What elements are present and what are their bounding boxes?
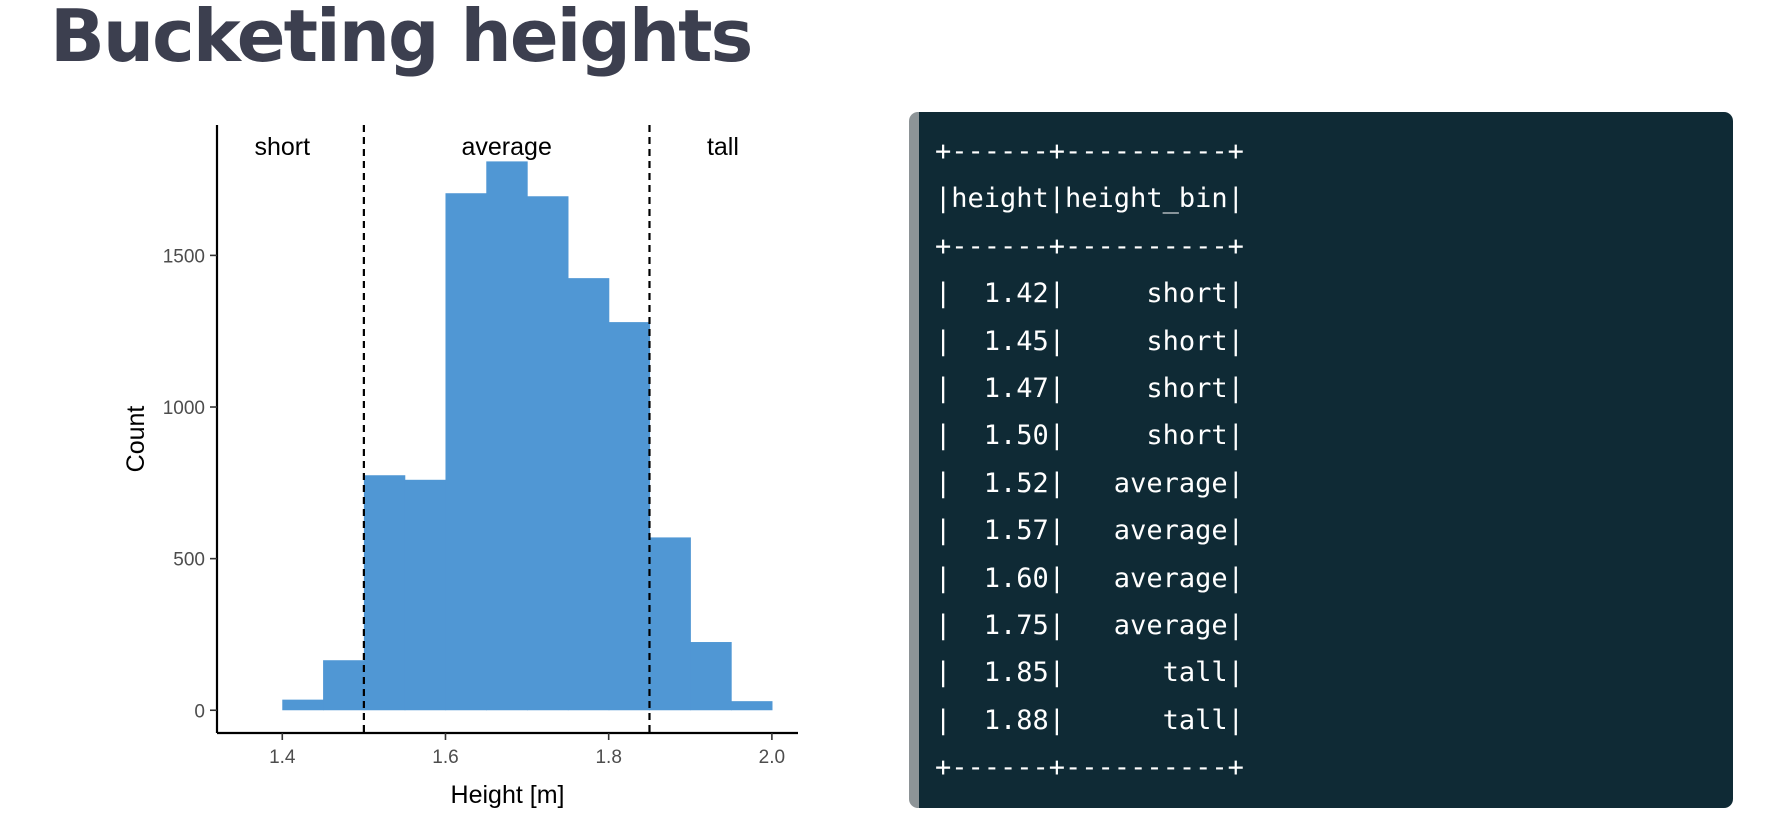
histogram-bar [363, 475, 406, 711]
table-row: | 1.60| average| [935, 562, 1244, 594]
histogram-bar [527, 196, 569, 711]
y-tick-label: 500 [173, 550, 205, 571]
dataframe-output-panel: +------+----------+ |height|height_bin| +-… [909, 112, 1733, 808]
table-border-line: +------+----------+ [935, 752, 1244, 784]
histogram-bar [690, 642, 732, 711]
histogram-bar [445, 193, 487, 711]
table-row: | 1.42| short| [935, 278, 1244, 310]
table-row: | 1.85| tall| [935, 657, 1244, 689]
table-row: | 1.75| average| [935, 609, 1244, 641]
x-tick-label: 1.4 [269, 747, 296, 768]
histogram-svg: 0 500 1000 1500 1.4 1.6 1.8 2.0 short average tall… [122, 125, 798, 809]
x-tick-label: 1.6 [432, 747, 458, 768]
x-tick-label: 2.0 [759, 747, 785, 768]
slide-title: Bucketing heights [50, 0, 753, 78]
histogram-bar [731, 701, 773, 711]
y-tick-label: 1500 [163, 246, 205, 267]
y-tick-label: 1000 [163, 398, 205, 419]
table-border-line: +------+----------+ [935, 136, 1244, 167]
region-label: tall [707, 133, 739, 161]
histogram-bar [486, 161, 528, 711]
table-header-line: |height|height_bin| [935, 183, 1244, 215]
histogram-bar [608, 322, 651, 711]
table-row: | 1.52| average| [935, 467, 1244, 499]
y-tick-label: 0 [194, 701, 205, 722]
table-row: | 1.57| average| [935, 515, 1244, 547]
histogram-chart: 0 500 1000 1500 1.4 1.6 1.8 2.0 short average tall… [0, 105, 880, 818]
histogram-bar [567, 278, 610, 711]
table-row: | 1.50| short| [935, 420, 1244, 452]
table-row: | 1.47| short| [935, 372, 1244, 404]
x-axis-title: Height [m] [451, 781, 565, 809]
histogram-bar [323, 660, 365, 711]
table-border-line: +------+----------+ [935, 230, 1244, 262]
x-tick-label: 1.8 [595, 747, 621, 768]
histogram-bar [404, 479, 447, 711]
y-axis-title: Count [122, 406, 150, 473]
region-label: average [462, 133, 552, 161]
table-row: | 1.88| tall| [935, 704, 1244, 736]
histogram-bar [649, 537, 691, 711]
histogram-bar [282, 699, 324, 711]
table-row: | 1.45| short| [935, 325, 1244, 357]
region-label: short [254, 133, 310, 161]
